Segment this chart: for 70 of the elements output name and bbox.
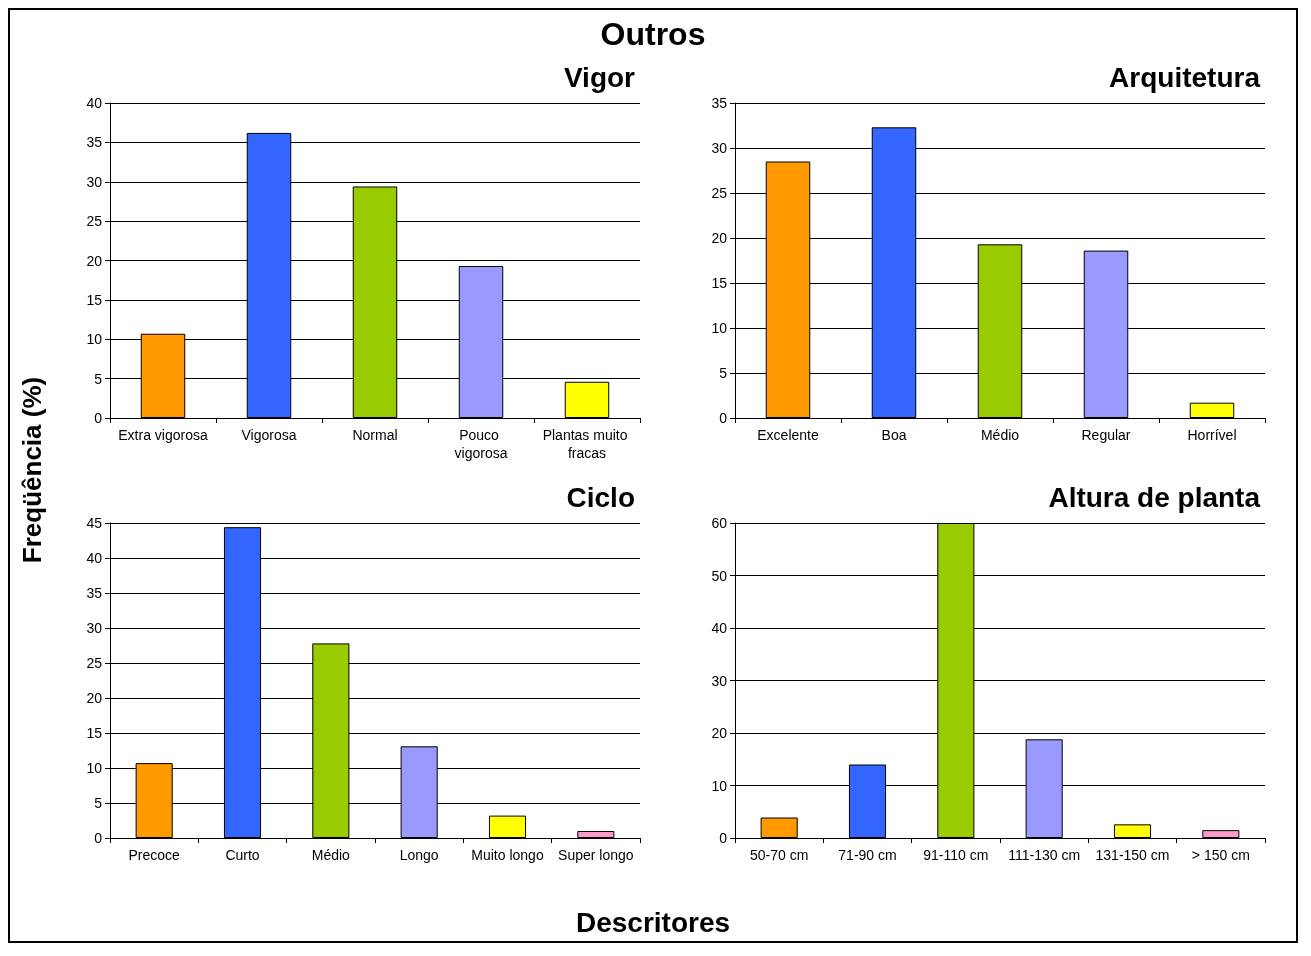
bar — [1113, 824, 1152, 838]
y-tick-label: 10 — [711, 320, 728, 336]
x-tick-label: > 150 cm — [1191, 847, 1250, 863]
y-tick-label: 20 — [711, 725, 728, 741]
y-tick-label: 60 — [711, 515, 728, 531]
x-tick-label: 91-110 cm — [923, 847, 989, 863]
bar — [760, 817, 798, 838]
y-tick-label: 40 — [86, 550, 103, 566]
y-tick-label: 15 — [86, 291, 103, 308]
text: Outros — [600, 16, 706, 52]
y-tick-label: 20 — [86, 690, 103, 706]
y-axis-title: Freqüência (%) — [16, 376, 48, 564]
y-tick-label: 15 — [86, 725, 103, 741]
x-tick-label: Regular — [1081, 427, 1131, 443]
y-tick-label: 0 — [94, 410, 103, 426]
y-tick-label: 0 — [94, 830, 103, 846]
x-tick-label: Muito longo — [471, 847, 544, 863]
chart-title: Ciclo — [566, 481, 636, 513]
chart-title: Altura de planta — [1048, 481, 1261, 513]
y-tick-label: 10 — [86, 331, 103, 348]
y-tick-label: 35 — [86, 134, 103, 151]
x-tick-label: Longo — [399, 847, 439, 863]
y-tick-label: 35 — [711, 95, 728, 111]
x-tick-label: Horrível — [1187, 427, 1237, 443]
y-tick-label: 35 — [86, 585, 103, 601]
x-tick-label: Pouco vigorosa — [454, 427, 508, 461]
y-tick-label: 0 — [719, 830, 728, 846]
x-tick-label: Extra vigorosa — [118, 427, 208, 443]
bar — [1202, 830, 1240, 838]
bar — [564, 381, 610, 418]
y-tick-label: 30 — [86, 173, 103, 190]
y-tick-label: 15 — [711, 275, 728, 291]
bar — [488, 815, 527, 838]
x-tick-label: Médio — [980, 427, 1020, 443]
x-tick-label: 111-130 cm — [1008, 847, 1081, 863]
x-tick-label: Precoce — [128, 847, 181, 863]
x-tick-label: 50-70 cm — [749, 847, 809, 863]
x-tick-label: 131-150 cm — [1095, 847, 1170, 863]
y-tick-label: 30 — [86, 620, 103, 636]
chart-title: Vigor — [563, 61, 636, 93]
y-tick-label: 30 — [711, 672, 728, 689]
y-tick-label: 20 — [86, 252, 103, 269]
x-tick-label: Plantas muito fracas — [542, 427, 632, 461]
y-tick-label: 50 — [711, 567, 728, 584]
bar — [1189, 402, 1235, 418]
y-tick-label: 5 — [719, 365, 728, 381]
x-tick-label: Excelente — [757, 427, 819, 443]
y-tick-label: 5 — [94, 370, 103, 387]
y-tick-label: 20 — [711, 230, 728, 246]
chart-title: Arquitetura — [1109, 61, 1261, 93]
x-tick-label: Vigorosa — [241, 427, 297, 443]
y-tick-label: 45 — [86, 515, 103, 531]
y-tick-label: 40 — [86, 95, 103, 111]
y-tick-label: 0 — [719, 410, 728, 426]
y-tick-label: 25 — [86, 655, 103, 671]
y-tick-label: 25 — [711, 185, 728, 201]
x-tick-label: 71-90 cm — [838, 847, 897, 863]
x-tick-label: Normal — [352, 427, 398, 443]
x-tick-label: Curto — [225, 847, 260, 863]
x-tick-label: Super longo — [558, 847, 634, 863]
y-tick-label: 10 — [711, 777, 728, 794]
x-tick-label: Boa — [881, 427, 907, 443]
y-tick-label: 25 — [86, 213, 103, 230]
bar — [577, 831, 615, 838]
y-tick-label: 40 — [711, 620, 728, 636]
x-axis-title: Descritores — [574, 907, 732, 939]
y-tick-label: 5 — [94, 795, 103, 811]
y-tick-label: 30 — [711, 140, 728, 156]
y-tick-label: 10 — [86, 760, 103, 776]
x-tick-label: Médio — [311, 847, 351, 863]
